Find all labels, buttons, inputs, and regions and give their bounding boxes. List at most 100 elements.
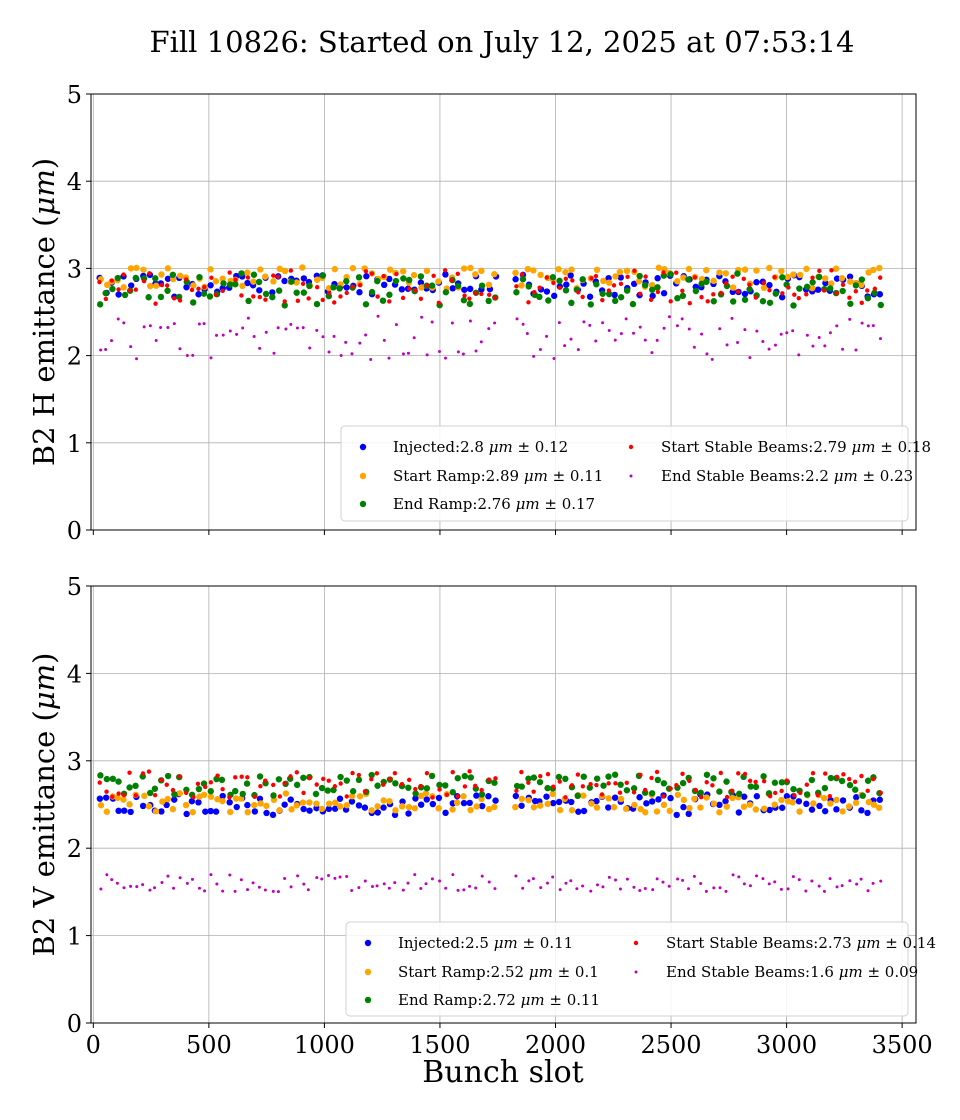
data-point xyxy=(363,879,367,883)
data-point xyxy=(821,275,829,282)
data-point xyxy=(841,772,846,777)
data-point xyxy=(536,778,544,786)
data-point xyxy=(405,803,413,811)
data-point xyxy=(543,288,551,295)
data-point xyxy=(674,782,679,788)
data-point xyxy=(330,786,337,794)
data-point xyxy=(722,797,729,805)
data-point xyxy=(122,886,126,890)
data-point xyxy=(207,282,214,289)
data-point xyxy=(461,772,469,780)
data-point xyxy=(804,292,809,297)
data-point xyxy=(442,289,450,296)
data-point xyxy=(686,804,693,812)
data-point xyxy=(197,886,201,890)
data-point xyxy=(449,806,456,813)
data-point xyxy=(580,773,587,780)
data-point xyxy=(878,337,882,341)
data-point xyxy=(624,780,629,785)
data-point xyxy=(126,801,133,808)
data-point xyxy=(306,282,313,290)
data-point xyxy=(810,879,814,883)
data-point xyxy=(182,801,190,809)
data-point xyxy=(190,877,194,881)
data-point xyxy=(135,885,139,889)
data-point xyxy=(724,889,728,893)
data-point xyxy=(232,795,240,802)
data-point xyxy=(338,781,343,786)
data-point xyxy=(654,284,661,291)
data-point xyxy=(589,889,593,893)
data-point xyxy=(364,333,368,337)
data-point xyxy=(655,877,659,881)
data-point xyxy=(356,289,363,296)
data-point xyxy=(648,281,656,289)
data-point xyxy=(399,782,405,787)
data-point xyxy=(438,879,442,883)
data-point xyxy=(466,285,474,293)
data-point xyxy=(761,779,767,784)
data-point xyxy=(159,798,166,805)
data-point xyxy=(331,805,339,812)
data-point xyxy=(425,353,429,357)
data-point xyxy=(492,797,499,804)
data-point xyxy=(767,287,772,293)
data-point xyxy=(821,807,829,815)
data-point xyxy=(518,783,525,790)
data-point xyxy=(176,790,184,797)
data-point xyxy=(115,778,122,785)
data-point xyxy=(369,357,373,361)
data-point xyxy=(250,278,257,285)
data-point xyxy=(680,771,685,777)
data-point xyxy=(786,285,791,290)
data-point xyxy=(336,285,343,292)
data-point xyxy=(276,807,283,814)
data-point xyxy=(491,803,498,811)
data-point xyxy=(617,781,624,788)
data-point xyxy=(660,780,668,787)
data-point xyxy=(473,291,479,296)
data-point xyxy=(586,293,594,300)
data-point xyxy=(281,302,288,309)
data-point xyxy=(356,793,364,800)
data-point xyxy=(478,791,486,798)
data-point xyxy=(613,781,618,786)
data-point xyxy=(846,781,854,789)
data-point xyxy=(697,804,704,811)
data-point xyxy=(300,805,307,813)
data-point xyxy=(803,791,811,798)
data-point xyxy=(120,284,127,291)
data-point xyxy=(525,775,532,782)
data-point xyxy=(380,797,387,804)
data-point xyxy=(128,282,135,289)
data-point xyxy=(731,873,735,877)
data-point xyxy=(474,886,478,890)
data-point xyxy=(685,265,693,273)
data-point xyxy=(208,780,214,785)
data-point xyxy=(139,802,147,810)
data-point xyxy=(153,301,158,306)
data-point xyxy=(314,284,320,290)
data-point xyxy=(852,779,858,785)
data-point xyxy=(369,271,375,276)
data-point xyxy=(593,775,601,782)
data-point xyxy=(245,297,252,305)
data-point xyxy=(877,301,884,309)
data-point xyxy=(570,278,575,283)
data-point xyxy=(563,344,567,348)
data-point xyxy=(736,771,741,776)
data-point xyxy=(251,881,255,885)
legend-entry: End Ramp:2.76 μm ± 0.17 xyxy=(393,495,595,513)
data-point xyxy=(847,295,852,300)
data-point xyxy=(171,791,178,798)
data-point xyxy=(207,266,214,273)
data-point xyxy=(655,264,662,271)
data-point xyxy=(537,285,542,290)
data-point xyxy=(338,294,343,299)
data-point xyxy=(413,288,418,293)
data-point xyxy=(189,287,195,293)
data-point xyxy=(493,776,498,781)
data-point xyxy=(487,327,491,331)
data-point xyxy=(479,340,483,344)
data-point xyxy=(461,286,468,293)
